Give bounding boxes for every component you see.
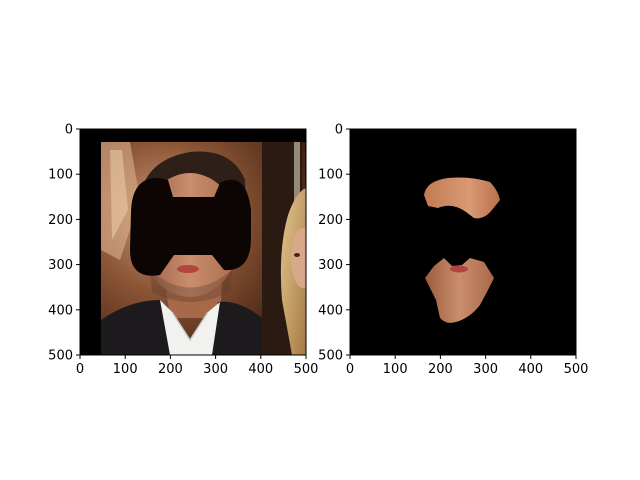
left-xtick-label: 200 xyxy=(158,362,183,377)
left-xtick-label: 0 xyxy=(76,362,84,377)
right-ytick-label: 0 xyxy=(335,123,343,138)
right-ytick-label: 300 xyxy=(318,258,343,273)
right-ytick-label: 400 xyxy=(318,303,343,318)
right-image-panel xyxy=(350,129,576,355)
right-xtick-label: 200 xyxy=(428,362,453,377)
left-xtick-label: 300 xyxy=(203,362,228,377)
right-xtick-label: 0 xyxy=(346,362,354,377)
left-ytick-label: 100 xyxy=(48,168,73,183)
left-xtick-label: 100 xyxy=(113,362,138,377)
left-xtick-label: 500 xyxy=(294,362,319,377)
left-xtick-label: 400 xyxy=(248,362,273,377)
segmented-face-image xyxy=(350,129,576,355)
mask-region xyxy=(130,177,251,276)
right-xtick-label: 500 xyxy=(564,362,589,377)
forehead-segment xyxy=(424,177,500,219)
left-ytick-label: 300 xyxy=(48,258,73,273)
right-ytick-label: 200 xyxy=(318,213,343,228)
left-ytick-label: 200 xyxy=(48,213,73,228)
right-axes-frame xyxy=(349,128,577,356)
right-xtick-label: 400 xyxy=(518,362,543,377)
left-image-panel xyxy=(80,129,306,355)
lower-face-segment xyxy=(425,258,494,323)
right-xtick-label: 100 xyxy=(383,362,408,377)
left-ytick-label: 500 xyxy=(48,349,73,364)
masked-face-photo xyxy=(80,129,306,355)
left-axes-frame xyxy=(79,128,307,356)
right-ytick-label: 500 xyxy=(318,349,343,364)
right-ytick-label: 100 xyxy=(318,168,343,183)
left-ytick-label: 400 xyxy=(48,303,73,318)
right-xtick-label: 300 xyxy=(473,362,498,377)
left-ytick-label: 0 xyxy=(65,123,73,138)
